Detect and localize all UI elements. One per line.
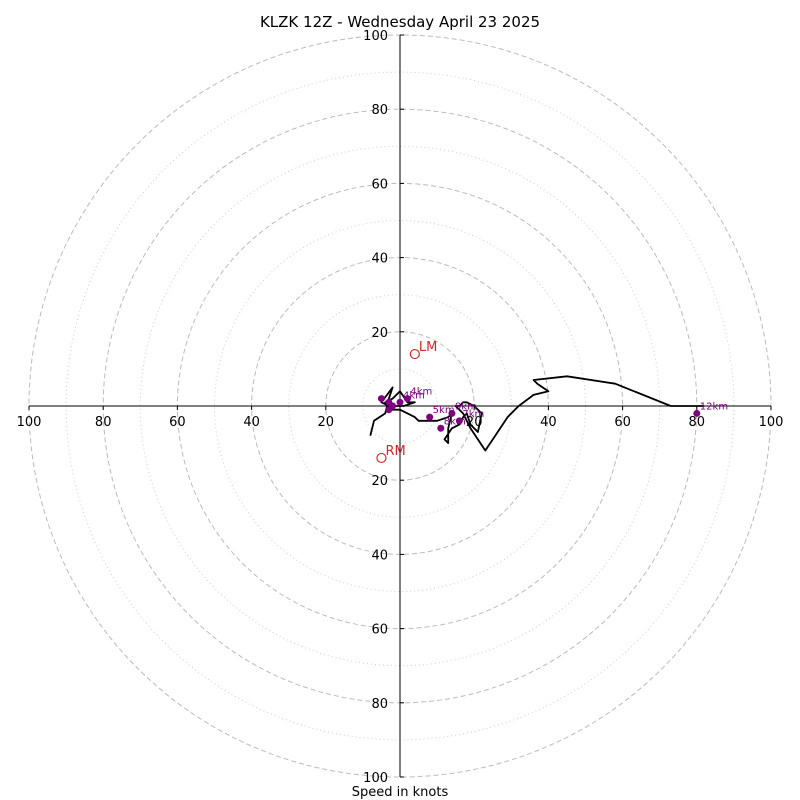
- x-tick-label: 80: [95, 415, 112, 430]
- y-tick-label: 100: [363, 29, 388, 44]
- y-tick-label: 20: [371, 326, 388, 341]
- hodograph-trace: [369, 375, 705, 452]
- x-axis-label: Speed in knots: [352, 785, 449, 800]
- storm-motion-label: RM: [385, 444, 405, 459]
- x-tick-label: 100: [17, 415, 42, 430]
- chart-title: KLZK 12Z - Wednesday April 23 2025: [260, 13, 540, 31]
- height-marker-dot: [437, 424, 445, 432]
- x-tick-label: 40: [540, 415, 557, 430]
- storm-motion-marker: [376, 452, 387, 464]
- height-marker-dot: [693, 409, 701, 417]
- x-tick-label: 40: [243, 415, 260, 430]
- x-tick-label: 60: [614, 415, 631, 430]
- x-tick-label: 20: [318, 415, 335, 430]
- y-tick-label: 40: [371, 548, 388, 563]
- y-tick-label: 100: [363, 771, 388, 786]
- y-tick-label: 60: [371, 623, 388, 638]
- height-marker-label: 7km: [462, 409, 484, 420]
- y-tick-label: 80: [371, 697, 388, 712]
- height-marker-dot: [403, 395, 411, 403]
- height-marker-label: 9km: [455, 401, 477, 412]
- hodograph-line: [369, 375, 705, 452]
- height-marker-dot: [389, 402, 397, 410]
- height-marker-dot: [455, 417, 463, 425]
- x-tick-label: 100: [759, 415, 784, 430]
- y-tick-label: 40: [371, 252, 388, 267]
- height-marker-label: 12km: [700, 401, 728, 412]
- y-tick-label: 60: [371, 177, 388, 192]
- height-marker-dot: [377, 395, 385, 403]
- height-marker-dot: [426, 413, 434, 421]
- height-marker-label: 4km: [410, 387, 432, 398]
- height-marker-label: 4km: [403, 390, 425, 401]
- y-tick-label: 20: [371, 474, 388, 489]
- y-tick-label: 80: [371, 103, 388, 118]
- storm-motion-label: LM: [419, 340, 437, 355]
- x-tick-label: 80: [689, 415, 706, 430]
- height-marker-label: 5km: [433, 405, 455, 416]
- height-marker-dot: [396, 398, 404, 406]
- height-marker-label: 8km: [444, 416, 466, 427]
- x-tick-label: 60: [169, 415, 186, 430]
- storm-motion-marker: [409, 348, 420, 360]
- height-marker-dot: [448, 409, 456, 417]
- storm-motion-markers: LM RM: [376, 340, 437, 464]
